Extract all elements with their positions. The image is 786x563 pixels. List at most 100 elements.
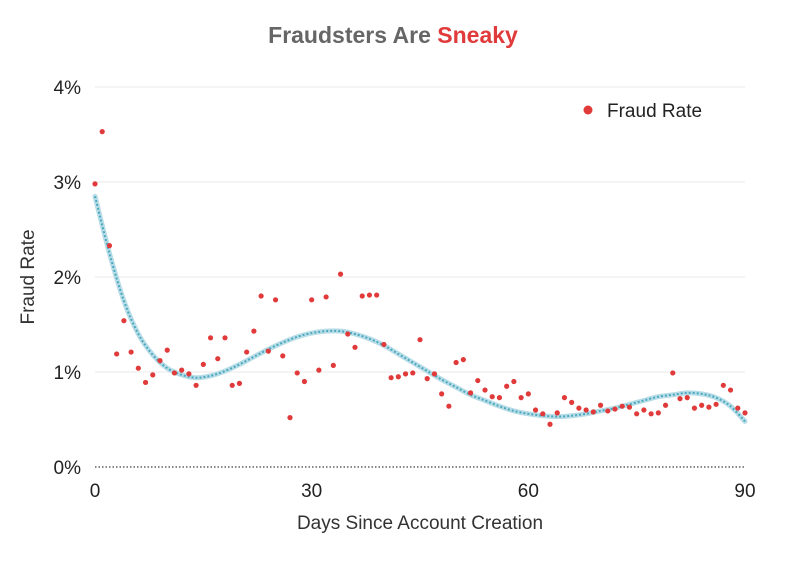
data-point: [236, 380, 243, 386]
data-point: [727, 387, 734, 393]
data-point: [309, 297, 315, 303]
data-point: [482, 387, 488, 393]
data-point: [106, 243, 113, 249]
gridlines: [95, 86, 745, 373]
data-point: [128, 349, 134, 355]
chart-title-highlight: Sneaky: [437, 22, 518, 48]
data-point: [92, 181, 98, 187]
data-point: [359, 293, 365, 299]
data-point: [330, 362, 336, 368]
data-point: [453, 359, 459, 366]
data-point: [475, 377, 481, 384]
data-point: [150, 372, 156, 378]
data-point: [540, 411, 546, 417]
y-axis-ticks: 0% 1% 2% 3% 4%: [54, 78, 82, 479]
data-point: [626, 404, 633, 410]
x-axis-ticks: 0 30 60 90: [90, 481, 756, 502]
data-point: [301, 378, 308, 385]
data-point: [612, 406, 618, 412]
data-point: [229, 382, 235, 388]
data-point: [641, 407, 647, 413]
x-axis-label: Days Since Account Creation: [297, 513, 543, 534]
data-point: [684, 395, 690, 401]
data-point: [446, 403, 452, 409]
data-point: [287, 415, 293, 421]
data-point: [171, 370, 178, 376]
data-point: [699, 402, 705, 408]
data-point: [366, 292, 373, 298]
data-point: [395, 374, 401, 380]
x-tick-label: 60: [518, 481, 539, 502]
data-points: [92, 129, 748, 427]
data-point: [251, 328, 257, 334]
data-point: [605, 408, 611, 414]
data-point: [374, 292, 380, 298]
y-tick-label: 1%: [54, 363, 82, 384]
chart-title: Fraudsters Are Sneaky: [0, 22, 786, 49]
data-point: [280, 353, 286, 359]
data-point: [662, 402, 669, 408]
data-point: [258, 293, 264, 299]
data-point: [439, 391, 445, 397]
data-point: [207, 335, 214, 341]
data-point: [381, 341, 387, 348]
data-point: [496, 395, 503, 401]
data-point: [402, 371, 409, 377]
data-point: [713, 401, 719, 407]
y-tick-label: 4%: [54, 78, 82, 99]
data-point: [670, 370, 676, 376]
data-point: [142, 379, 149, 386]
data-point: [518, 395, 524, 401]
trend-line: [94, 196, 746, 423]
data-point: [135, 365, 141, 371]
y-tick-label: 3%: [54, 173, 82, 194]
data-point: [294, 370, 300, 376]
legend: Fraud Rate: [583, 101, 702, 122]
data-point: [532, 407, 539, 413]
data-point: [157, 358, 163, 364]
x-tick-label: 0: [90, 481, 101, 502]
data-point: [648, 411, 654, 417]
data-point: [742, 410, 748, 416]
data-point: [272, 297, 279, 303]
data-point: [200, 361, 206, 367]
data-point: [222, 335, 228, 341]
legend-label: Fraud Rate: [607, 101, 702, 122]
data-point: [316, 367, 322, 373]
data-point: [720, 382, 726, 388]
legend-marker: [583, 105, 593, 115]
y-axis-label: Fraud Rate: [18, 229, 39, 324]
data-point: [691, 405, 698, 411]
data-point: [114, 351, 120, 357]
data-point: [186, 371, 192, 377]
data-point: [634, 411, 640, 417]
data-point: [215, 356, 221, 362]
data-point: [410, 370, 416, 376]
data-point: [677, 396, 683, 402]
data-point: [735, 405, 741, 411]
data-point: [597, 402, 604, 408]
data-point: [561, 395, 568, 401]
data-point: [489, 394, 495, 400]
data-point: [460, 357, 466, 363]
x-tick-label: 30: [301, 481, 322, 502]
trend-line-group: [92, 193, 748, 424]
data-point: [352, 344, 358, 350]
data-point: [388, 375, 394, 381]
data-point: [554, 410, 560, 416]
data-point: [121, 318, 127, 324]
data-point: [337, 271, 344, 277]
data-point: [323, 294, 329, 300]
data-point: [179, 367, 185, 373]
y-tick-label: 2%: [54, 268, 82, 289]
data-point: [590, 409, 596, 415]
data-point: [619, 403, 625, 409]
data-point: [504, 383, 510, 389]
y-tick-label: 0%: [54, 458, 82, 479]
data-point: [417, 337, 423, 343]
data-point: [244, 349, 250, 355]
data-point: [345, 331, 351, 337]
x-tick-label: 90: [734, 481, 755, 502]
data-point: [467, 390, 474, 396]
